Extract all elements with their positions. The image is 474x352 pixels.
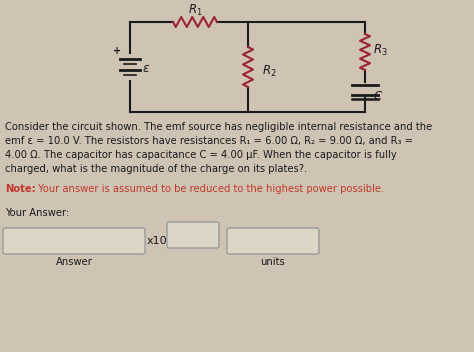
FancyBboxPatch shape	[3, 228, 145, 254]
FancyBboxPatch shape	[167, 222, 219, 248]
Text: charged, what is the magnitude of the charge on its plates?.: charged, what is the magnitude of the ch…	[5, 164, 307, 174]
Text: Note:: Note:	[5, 184, 36, 194]
Text: Answer: Answer	[55, 257, 92, 267]
FancyBboxPatch shape	[227, 228, 319, 254]
Text: emf ε = 10.0 V. The resistors have resistances R₁ = 6.00 Ω, R₂ = 9.00 Ω, and R₃ : emf ε = 10.0 V. The resistors have resis…	[5, 136, 413, 146]
Text: +: +	[113, 46, 121, 56]
Text: Consider the circuit shown. The emf source has negligible internal resistance an: Consider the circuit shown. The emf sour…	[5, 122, 432, 132]
Text: units: units	[261, 257, 285, 267]
Text: Your Answer:: Your Answer:	[5, 208, 69, 218]
Text: $R_3$: $R_3$	[373, 43, 388, 57]
Text: x10: x10	[147, 236, 168, 246]
Text: 4.00 Ω. The capacitor has capacitance C = 4.00 μF. When the capacitor is fully: 4.00 Ω. The capacitor has capacitance C …	[5, 150, 397, 160]
Text: Your answer is assumed to be reduced to the highest power possible.: Your answer is assumed to be reduced to …	[35, 184, 384, 194]
Text: $C$: $C$	[373, 89, 383, 102]
Text: $R_1$: $R_1$	[188, 2, 202, 18]
Text: $R_2$: $R_2$	[262, 63, 277, 78]
Text: $\varepsilon$: $\varepsilon$	[142, 63, 150, 75]
